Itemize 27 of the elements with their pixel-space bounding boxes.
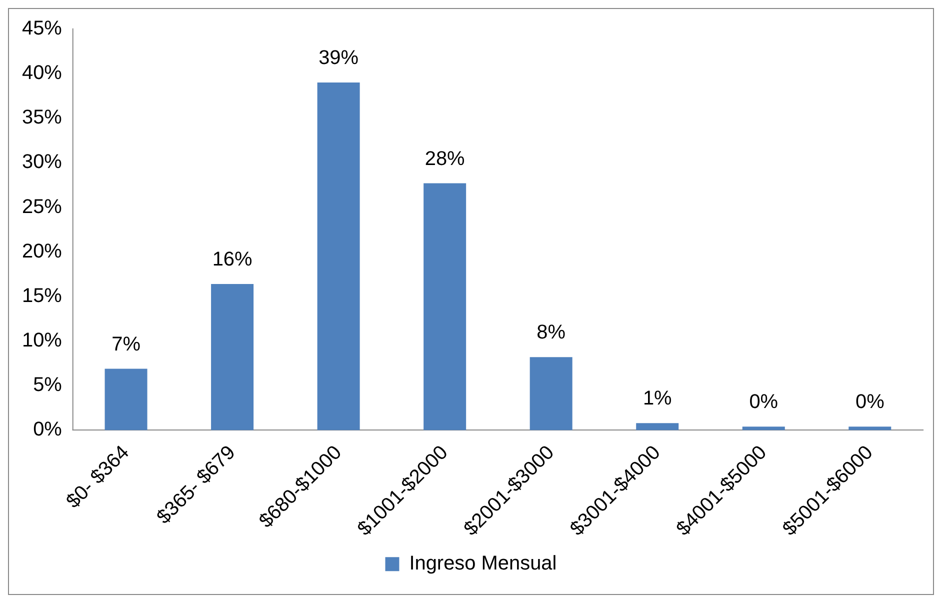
y-tick-label: 30% [22,151,62,174]
bar [848,426,892,430]
bar [742,426,785,430]
y-tick-label: 25% [22,196,62,218]
data-label: 39% [318,47,359,70]
y-tick-label: 45% [22,17,62,40]
bar [104,368,148,430]
data-label: 28% [424,148,466,170]
data-label: 8% [536,322,566,344]
y-tick-label: 5% [33,374,62,396]
y-tick-label: 20% [22,240,62,262]
data-label: 0% [855,391,885,414]
bar [530,357,572,430]
bar [317,82,360,430]
y-tick-label: 0% [33,418,62,441]
legend-label: Ingreso Mensual [409,552,557,575]
y-tick-label: 40% [22,62,62,84]
data-label: 0% [749,391,778,414]
y-tick-label: 15% [22,284,62,307]
bar [636,423,679,430]
data-label: 1% [642,388,672,410]
y-tick-label: 10% [22,330,62,352]
bar [211,284,254,430]
data-label: 16% [212,248,253,271]
bar [424,183,466,430]
data-label: 7% [112,333,141,356]
y-tick-label: 35% [22,106,62,129]
